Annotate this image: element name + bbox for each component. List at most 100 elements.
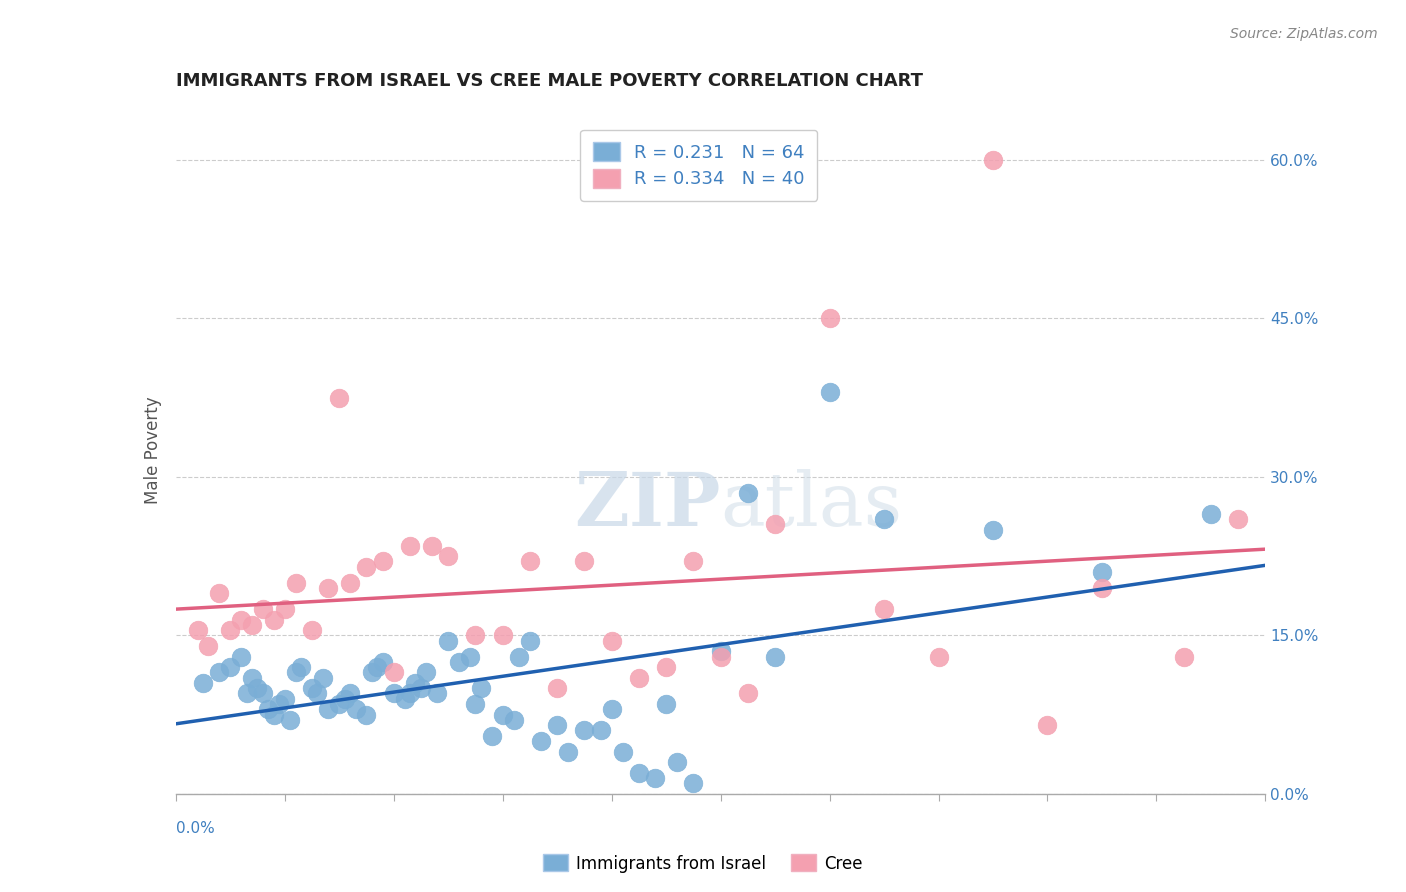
Point [682, 554, 704, 568]
Point [710, 644, 733, 658]
Point [301, 623, 323, 637]
Point [360, 665, 382, 680]
Point [186, 623, 209, 637]
Point [682, 776, 704, 790]
Point [318, 581, 340, 595]
Point [492, 628, 515, 642]
Point [981, 523, 1004, 537]
Point [257, 702, 280, 716]
Point [394, 691, 416, 706]
Point [1091, 565, 1114, 579]
Point [197, 639, 219, 653]
Point [284, 665, 307, 680]
Point [574, 554, 596, 568]
Point [371, 655, 394, 669]
Point [290, 660, 312, 674]
Point [307, 686, 329, 700]
Point [426, 686, 449, 700]
Point [470, 681, 492, 696]
Point [371, 554, 394, 568]
Point [219, 660, 242, 674]
Point [710, 649, 733, 664]
Point [399, 686, 422, 700]
Point [328, 391, 350, 405]
Point [274, 602, 297, 616]
Point [546, 681, 568, 696]
Point [600, 633, 623, 648]
Point [240, 617, 263, 632]
Point [546, 718, 568, 732]
Text: ZIP: ZIP [574, 469, 721, 542]
Point [763, 649, 786, 664]
Point [763, 517, 786, 532]
Text: Source: ZipAtlas.com: Source: ZipAtlas.com [1230, 27, 1378, 41]
Point [1227, 512, 1250, 526]
Point [818, 311, 841, 326]
Point [737, 485, 759, 500]
Text: IMMIGRANTS FROM ISRAEL VS CREE MALE POVERTY CORRELATION CHART: IMMIGRANTS FROM ISRAEL VS CREE MALE POVE… [176, 72, 922, 90]
Point [589, 723, 612, 738]
Point [1036, 718, 1059, 732]
Point [399, 539, 422, 553]
Point [263, 613, 285, 627]
Point [655, 660, 678, 674]
Point [627, 671, 650, 685]
Point [481, 729, 503, 743]
Point [519, 633, 541, 648]
Point [437, 549, 460, 563]
Point [655, 697, 678, 711]
Text: 0.0%: 0.0% [176, 822, 215, 837]
Point [415, 665, 437, 680]
Point [231, 613, 253, 627]
Point [318, 702, 340, 716]
Point [873, 512, 896, 526]
Point [333, 691, 356, 706]
Point [246, 681, 269, 696]
Point [1199, 507, 1222, 521]
Point [191, 676, 214, 690]
Point [284, 575, 307, 590]
Point [644, 771, 666, 785]
Point [666, 755, 689, 769]
Legend: Immigrants from Israel, Cree: Immigrants from Israel, Cree [536, 847, 870, 880]
Point [219, 623, 242, 637]
Point [464, 697, 486, 711]
Point [627, 765, 650, 780]
Point [458, 649, 481, 664]
Point [278, 713, 301, 727]
Point [530, 734, 553, 748]
Point [928, 649, 950, 664]
Point [508, 649, 530, 664]
Point [818, 385, 841, 400]
Point [405, 676, 427, 690]
Point [409, 681, 432, 696]
Point [344, 702, 367, 716]
Point [339, 575, 361, 590]
Point [502, 713, 524, 727]
Point [612, 745, 634, 759]
Point [231, 649, 253, 664]
Point [208, 586, 231, 600]
Text: atlas: atlas [721, 469, 903, 542]
Point [339, 686, 361, 700]
Point [420, 539, 443, 553]
Legend: R = 0.231   N = 64, R = 0.334   N = 40: R = 0.231 N = 64, R = 0.334 N = 40 [581, 130, 817, 201]
Point [1091, 581, 1114, 595]
Point [1173, 649, 1195, 664]
Point [252, 686, 274, 700]
Point [328, 697, 350, 711]
Point [737, 686, 759, 700]
Point [356, 707, 378, 722]
Point [574, 723, 596, 738]
Point [873, 602, 896, 616]
Point [274, 691, 297, 706]
Point [557, 745, 579, 759]
Point [366, 660, 388, 674]
Point [252, 602, 274, 616]
Point [240, 671, 263, 685]
Point [447, 655, 470, 669]
Point [235, 686, 257, 700]
Point [382, 665, 405, 680]
Point [492, 707, 515, 722]
Point [269, 697, 291, 711]
